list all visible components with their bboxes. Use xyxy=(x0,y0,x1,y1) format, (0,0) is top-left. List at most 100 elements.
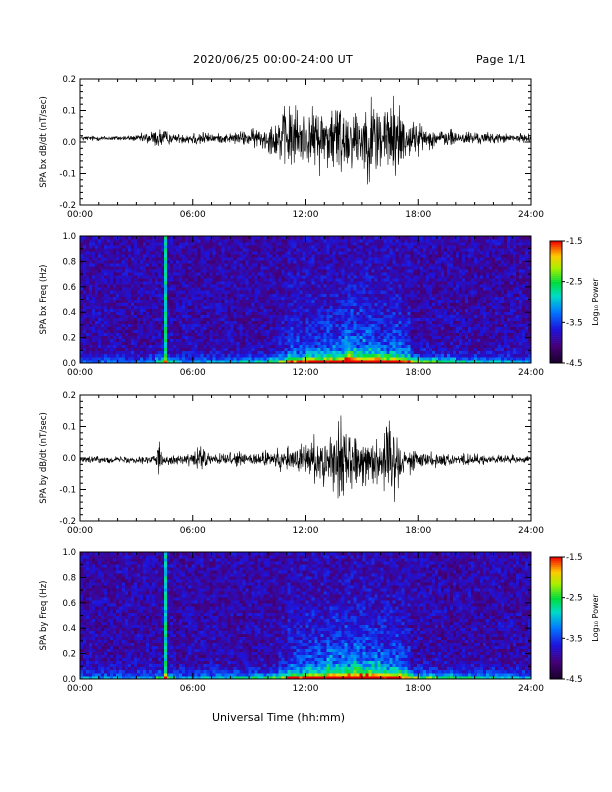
spectrogram-cell xyxy=(83,296,87,300)
spectrogram-cell xyxy=(272,284,276,288)
spectrogram-cell xyxy=(239,344,243,349)
spectrogram-cell xyxy=(179,272,183,276)
spectrogram-cell xyxy=(215,341,219,346)
spectrogram-cell xyxy=(176,311,180,315)
spectrogram-cell xyxy=(212,347,216,352)
spectrogram-cell xyxy=(116,281,120,285)
spectrogram-cell xyxy=(95,341,99,346)
spectrogram-cell xyxy=(389,335,393,340)
spectrogram-cell xyxy=(368,257,372,261)
spectrogram-cell xyxy=(188,299,192,303)
spectrogram-cell xyxy=(293,347,297,352)
spectrogram-cell xyxy=(179,254,183,258)
spectrogram-cell xyxy=(308,245,312,249)
spectrogram-cell xyxy=(248,317,252,321)
spectrogram-cell xyxy=(383,257,387,261)
spectrogram-cell xyxy=(113,251,117,255)
spectrogram-cell xyxy=(419,242,424,246)
spectrogram-cell xyxy=(308,320,312,324)
spectrogram-cell xyxy=(272,281,276,285)
spectrogram-cell xyxy=(416,353,421,358)
spectrogram-cell xyxy=(227,314,231,318)
spectrogram-cell xyxy=(197,254,201,258)
spectrogram-cell xyxy=(350,278,354,282)
spectrogram-cell xyxy=(125,317,129,321)
spectrogram-cell xyxy=(218,296,222,300)
spectrogram-cell xyxy=(179,293,183,297)
spectrogram-cell xyxy=(281,278,285,282)
spectrogram-cell xyxy=(323,236,327,240)
spectrogram-cell xyxy=(413,290,418,294)
spectrogram-cell xyxy=(314,287,318,291)
spectrogram-cell xyxy=(200,239,204,243)
spectrogram-cell xyxy=(257,323,261,328)
spectrogram-cell xyxy=(302,311,306,315)
spectrogram-cell xyxy=(227,347,231,352)
spectrogram-cell xyxy=(194,239,198,243)
spectrogram-cell xyxy=(239,248,243,252)
spectrogram-cell xyxy=(356,335,360,340)
spectrogram-cell xyxy=(293,356,297,361)
spectrogram-cell xyxy=(173,341,177,346)
spectrogram-cell xyxy=(227,260,231,264)
spectrogram-cell xyxy=(137,341,141,346)
spectrogram-cell xyxy=(416,299,421,303)
spectrogram-cell xyxy=(362,302,366,306)
spectrogram-cell xyxy=(296,284,300,288)
spectrogram-cell xyxy=(215,305,219,309)
spectrogram-cell xyxy=(125,356,129,361)
spectrogram-cell xyxy=(386,293,390,297)
spectrogram-cell xyxy=(362,359,366,364)
spectrogram-cell xyxy=(206,341,210,346)
spectrogram-cell xyxy=(200,296,204,300)
spectrogram-cell xyxy=(182,260,186,264)
spectrogram-cell xyxy=(311,350,315,355)
spectrogram-cell xyxy=(269,335,273,340)
spectrogram-cell xyxy=(263,284,267,288)
spectrogram-cell xyxy=(281,353,285,358)
spectrogram-cell xyxy=(272,278,276,282)
spectrogram-cell xyxy=(179,320,183,324)
spectrogram-cell xyxy=(170,308,174,312)
spectrogram-cell xyxy=(380,260,384,264)
spectrogram-cell xyxy=(368,245,372,249)
spectrogram-cell xyxy=(167,326,171,331)
spectrogram-cell xyxy=(311,269,315,273)
spectrogram-cell xyxy=(203,299,207,303)
spectrogram-cell xyxy=(290,311,294,315)
spectrogram-cell xyxy=(368,242,372,246)
spectrogram-cell xyxy=(362,287,366,291)
spectrogram-cell xyxy=(416,341,421,346)
spectrogram-cell xyxy=(302,317,306,321)
spectrogram-cell xyxy=(302,314,306,318)
spectrogram-cell xyxy=(350,254,354,258)
spectrogram-cell xyxy=(413,272,418,276)
spectrogram-cell xyxy=(401,314,406,318)
spectrogram-cell xyxy=(275,263,279,267)
spectrogram-cell xyxy=(395,320,400,324)
spectrogram-cell xyxy=(149,242,153,246)
spectrogram-cell xyxy=(248,257,252,261)
spectrogram-cell xyxy=(287,260,291,264)
spectrogram-cell xyxy=(80,254,84,258)
spectrogram-cell xyxy=(227,308,231,312)
spectrogram-cell xyxy=(314,344,318,349)
spectrogram-cell xyxy=(293,320,297,324)
spectrogram-cell xyxy=(221,311,225,315)
spectrogram-cell xyxy=(173,239,177,243)
spectrogram-cell xyxy=(80,242,84,246)
spectrogram-cell xyxy=(236,245,240,249)
spectrogram-cell xyxy=(176,335,180,340)
spectrogram-cell xyxy=(107,350,111,355)
spectrogram-cell xyxy=(395,326,400,331)
spectrogram-cell xyxy=(191,350,195,355)
spectrogram-cell xyxy=(275,242,279,246)
spectrogram-cell xyxy=(185,263,189,267)
spectrogram-cell xyxy=(293,236,297,240)
spectrogram-cell xyxy=(392,341,396,346)
spectrogram-cell xyxy=(335,302,339,306)
spectrogram-cell xyxy=(212,305,216,309)
spectrogram-cell xyxy=(377,332,381,337)
spectrogram-cell xyxy=(296,347,300,352)
spectrogram-cell xyxy=(290,329,294,334)
